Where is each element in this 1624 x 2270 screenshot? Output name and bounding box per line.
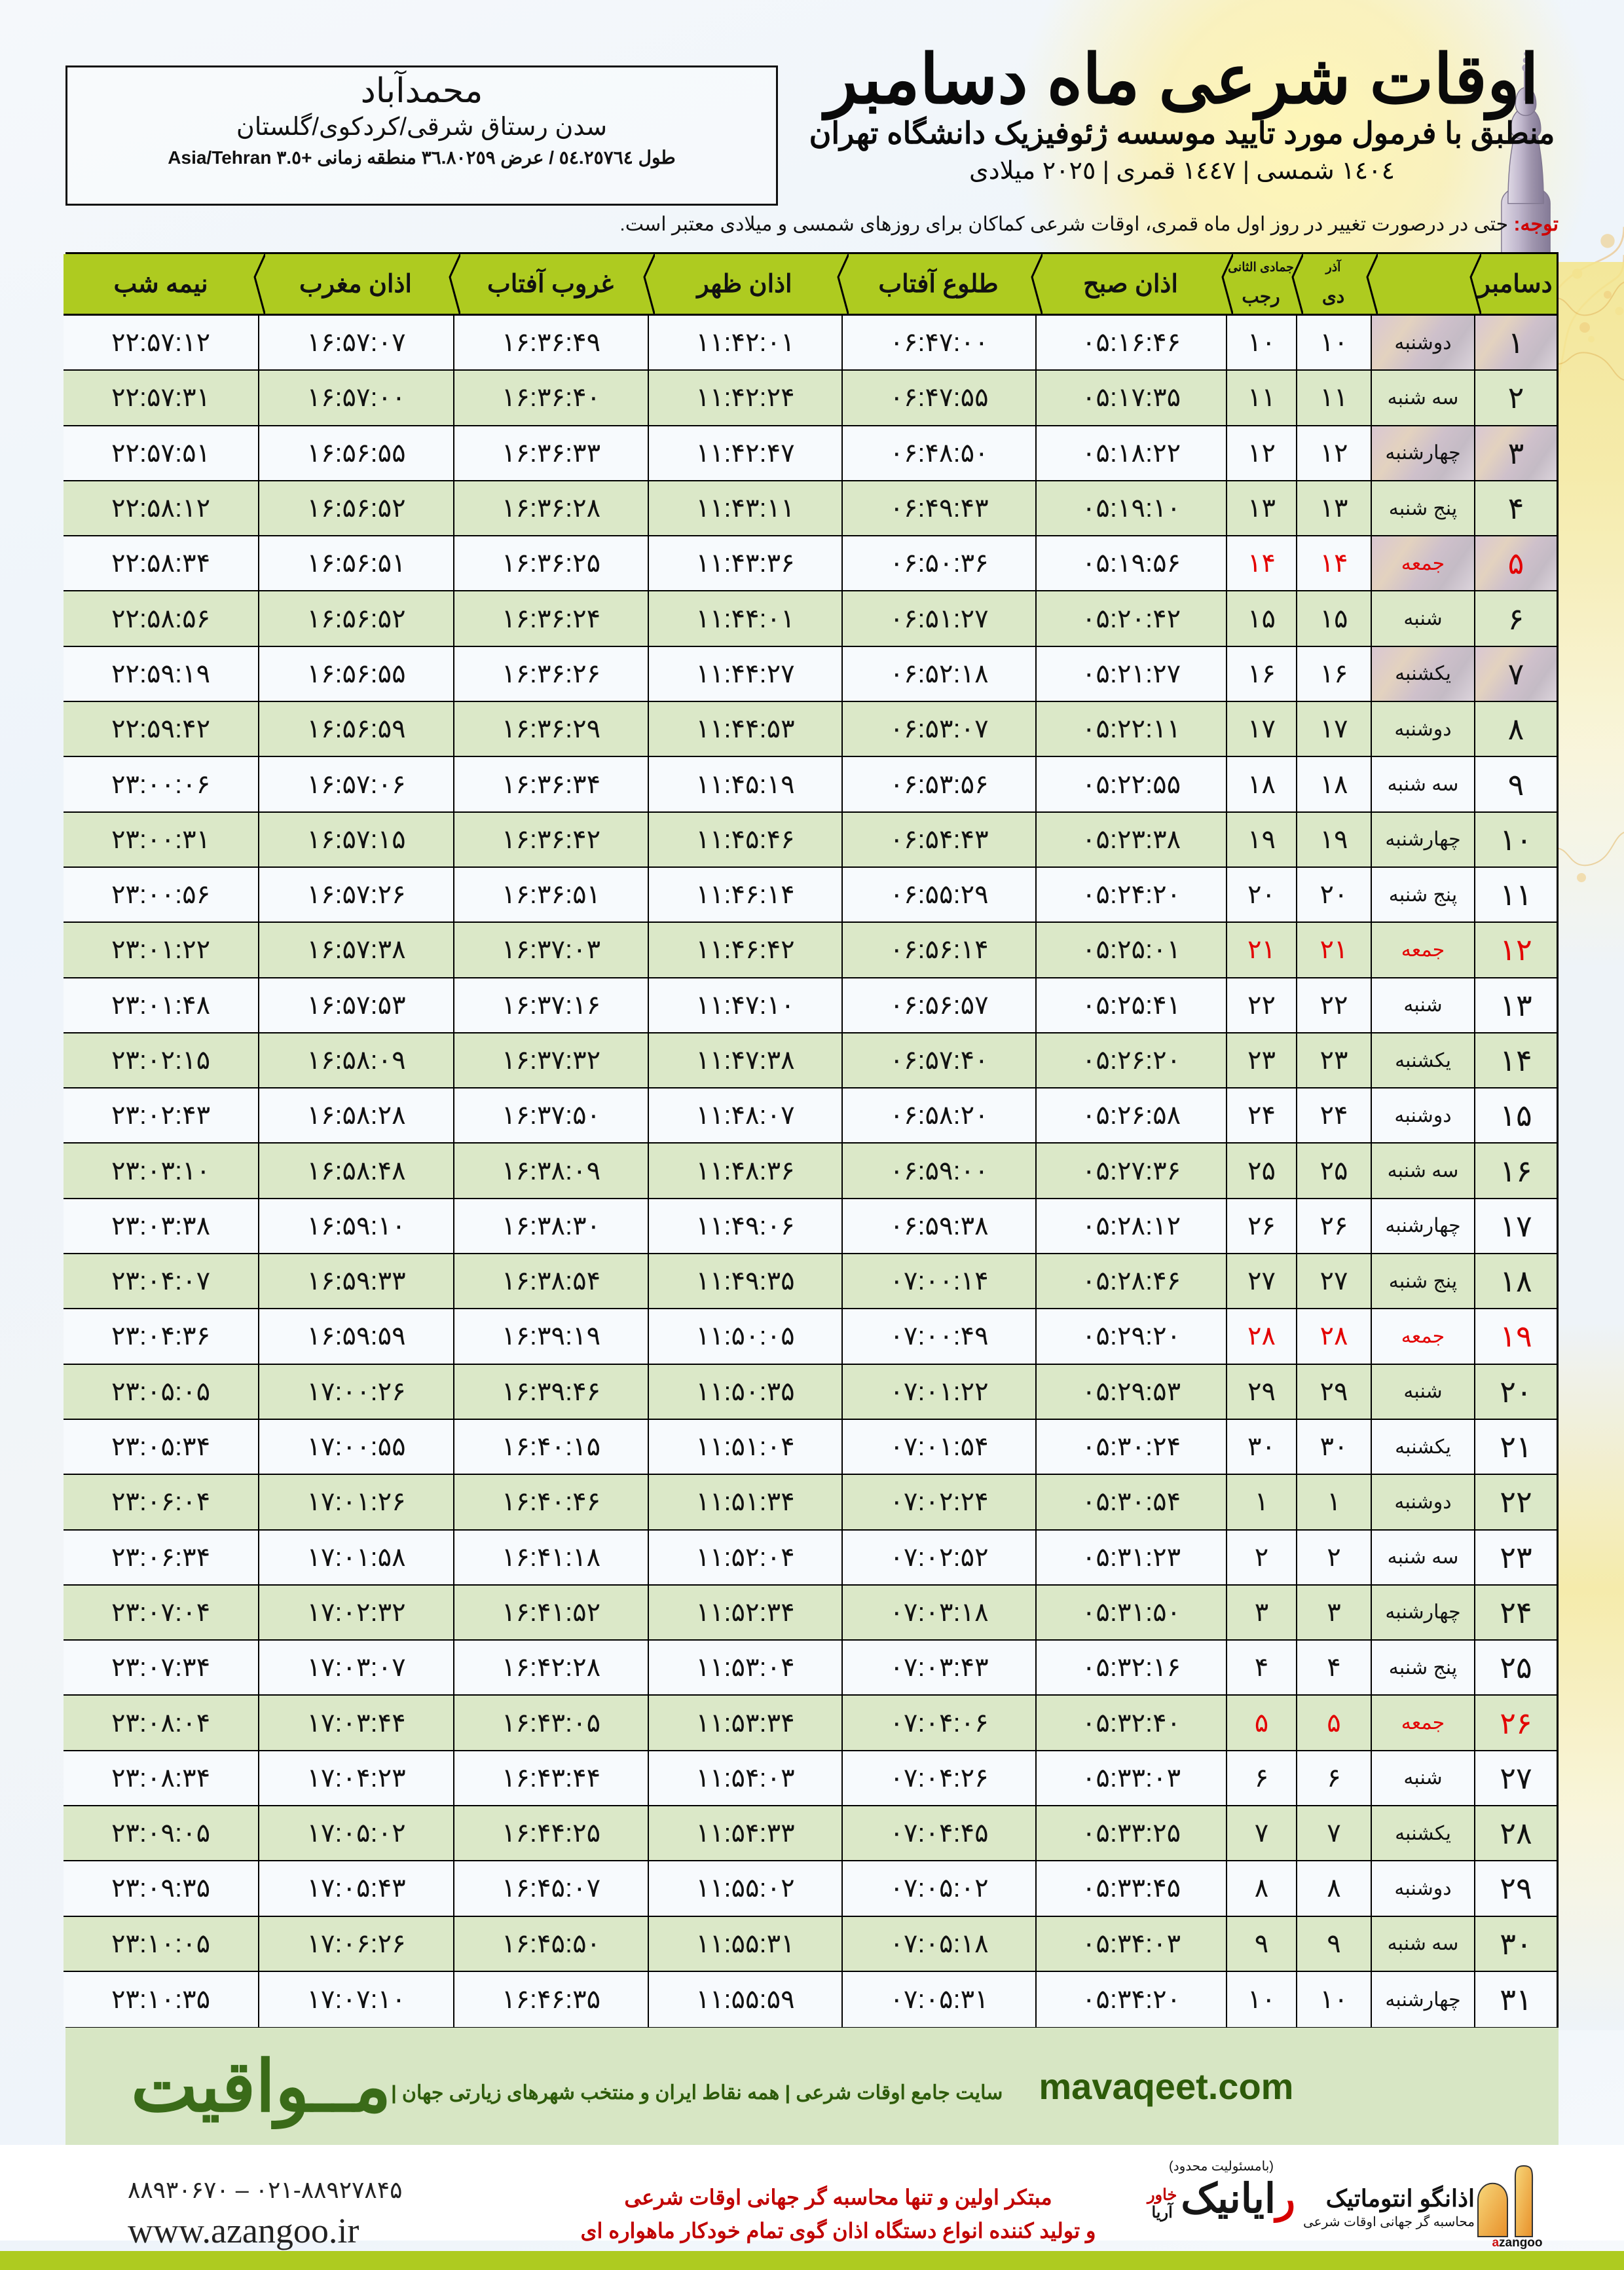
svg-text:azangoo: azangoo: [1492, 2236, 1542, 2250]
